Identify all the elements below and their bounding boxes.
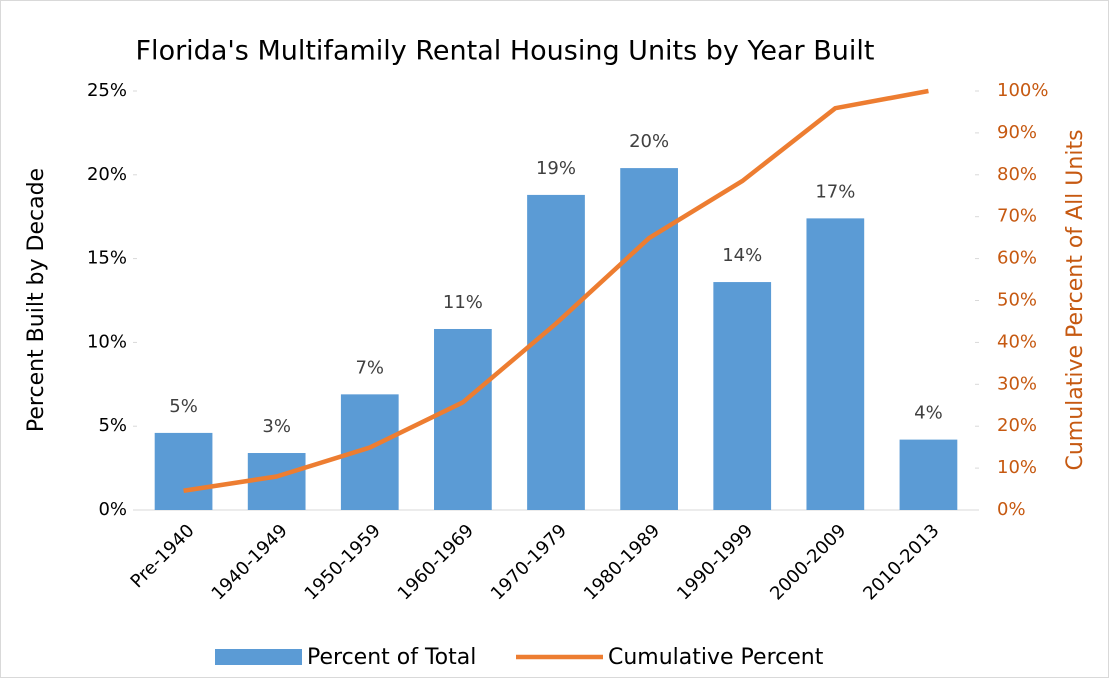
data-label: 19% xyxy=(536,158,576,179)
y2-tick-label: 50% xyxy=(997,290,1037,311)
bar xyxy=(434,328,492,510)
y-tick-label: 10% xyxy=(87,331,127,352)
y2-tick-label: 40% xyxy=(997,331,1037,352)
y2-tick-label: 100% xyxy=(997,80,1048,101)
y-tick-label: 20% xyxy=(87,164,127,185)
y-tick-label: 15% xyxy=(87,248,127,269)
data-label: 20% xyxy=(629,131,669,152)
bar xyxy=(620,168,678,510)
legend-label: Cumulative Percent xyxy=(608,645,824,670)
y2-tick-label: 10% xyxy=(997,457,1037,478)
bar xyxy=(806,218,865,510)
legend-label: Percent of Total xyxy=(307,645,476,670)
y-tick-label: 5% xyxy=(98,415,127,436)
y2-tick-label: 90% xyxy=(997,122,1037,143)
y-tick-label: 0% xyxy=(98,499,127,520)
data-label: 17% xyxy=(815,181,855,202)
y-axis-label: Percent Built by Decade xyxy=(24,168,49,432)
y2-tick-label: 70% xyxy=(997,206,1037,227)
data-label: 7% xyxy=(355,357,384,378)
line xyxy=(183,88,929,493)
legend-swatch xyxy=(215,649,302,665)
data-label: 4% xyxy=(914,403,943,424)
bar xyxy=(713,282,772,510)
data-label: 5% xyxy=(169,396,198,417)
y2-tick-label: 80% xyxy=(997,164,1037,185)
data-label: 11% xyxy=(443,292,483,313)
bar xyxy=(899,439,958,510)
y2-axis-label: Cumulative Percent of All Units xyxy=(1063,129,1088,470)
y2-tick-label: 20% xyxy=(997,415,1037,436)
y2-tick-label: 30% xyxy=(997,373,1037,394)
chart-title: Florida's Multifamily Rental Housing Uni… xyxy=(136,36,875,67)
bar xyxy=(527,194,585,511)
y2-tick-label: 60% xyxy=(997,248,1037,269)
data-label: 14% xyxy=(722,245,762,266)
y-tick-label: 25% xyxy=(87,80,127,101)
data-label: 3% xyxy=(262,416,291,437)
y2-tick-label: 0% xyxy=(997,499,1026,520)
bar xyxy=(154,432,213,510)
